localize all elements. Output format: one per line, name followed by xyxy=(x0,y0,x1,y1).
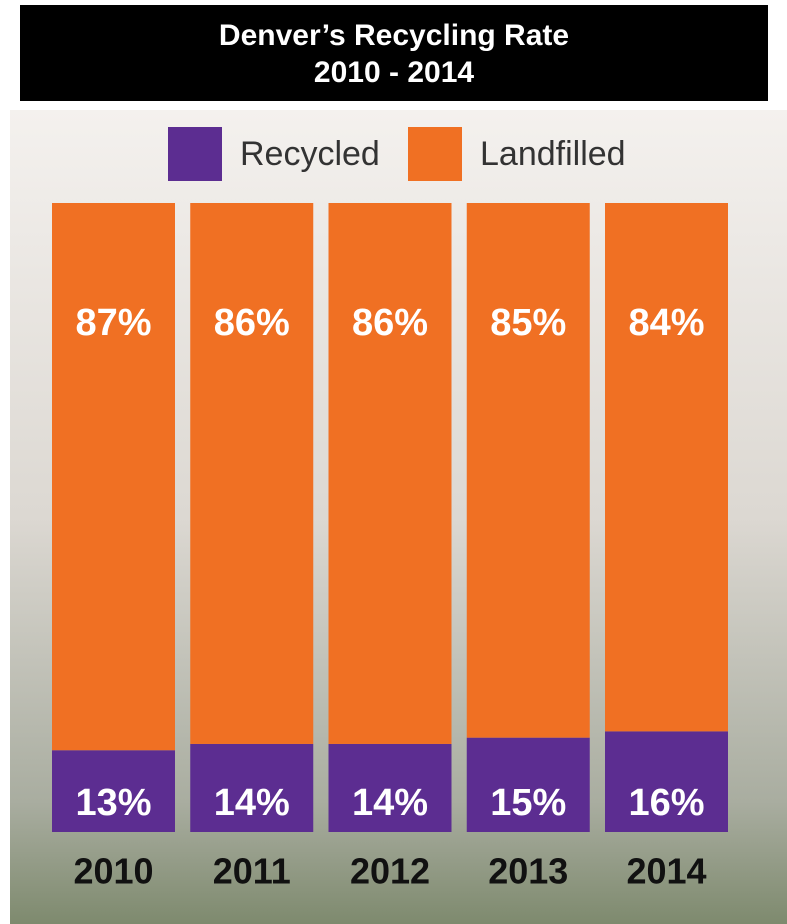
bar-segment xyxy=(328,203,452,744)
x-tick-label: 2012 xyxy=(350,851,430,892)
value-label: 16% xyxy=(628,782,704,824)
value-label: 85% xyxy=(490,302,566,344)
bar-segment xyxy=(328,743,452,832)
value-label: 84% xyxy=(628,302,704,344)
value-label: 15% xyxy=(490,782,566,824)
x-tick-label: 2014 xyxy=(626,851,706,892)
bar-segment xyxy=(190,743,314,832)
bar-segment xyxy=(605,731,728,832)
legend-label: Landfilled xyxy=(480,135,626,173)
value-label: 87% xyxy=(75,302,151,344)
x-tick-label: 2011 xyxy=(213,851,291,892)
chart-title: Denver’s Recycling Rate xyxy=(219,19,569,52)
value-label: 86% xyxy=(214,302,290,344)
chart-subtitle: 2010 - 2014 xyxy=(314,56,474,89)
title-box xyxy=(20,5,768,101)
value-label: 14% xyxy=(214,782,290,824)
x-tick-label: 2010 xyxy=(73,851,153,892)
bar-segment xyxy=(52,750,175,832)
value-label: 13% xyxy=(75,782,151,824)
bar-segment xyxy=(52,203,175,751)
value-label: 86% xyxy=(352,302,428,344)
legend-swatch xyxy=(168,127,222,181)
bar-segment xyxy=(190,203,314,744)
x-tick-label: 2013 xyxy=(488,851,568,892)
legend-swatch xyxy=(408,127,462,181)
value-label: 14% xyxy=(352,782,428,824)
bar-segment xyxy=(605,203,728,732)
bar-segment xyxy=(466,203,590,738)
bar-segment xyxy=(466,737,590,832)
legend-label: Recycled xyxy=(240,135,380,173)
